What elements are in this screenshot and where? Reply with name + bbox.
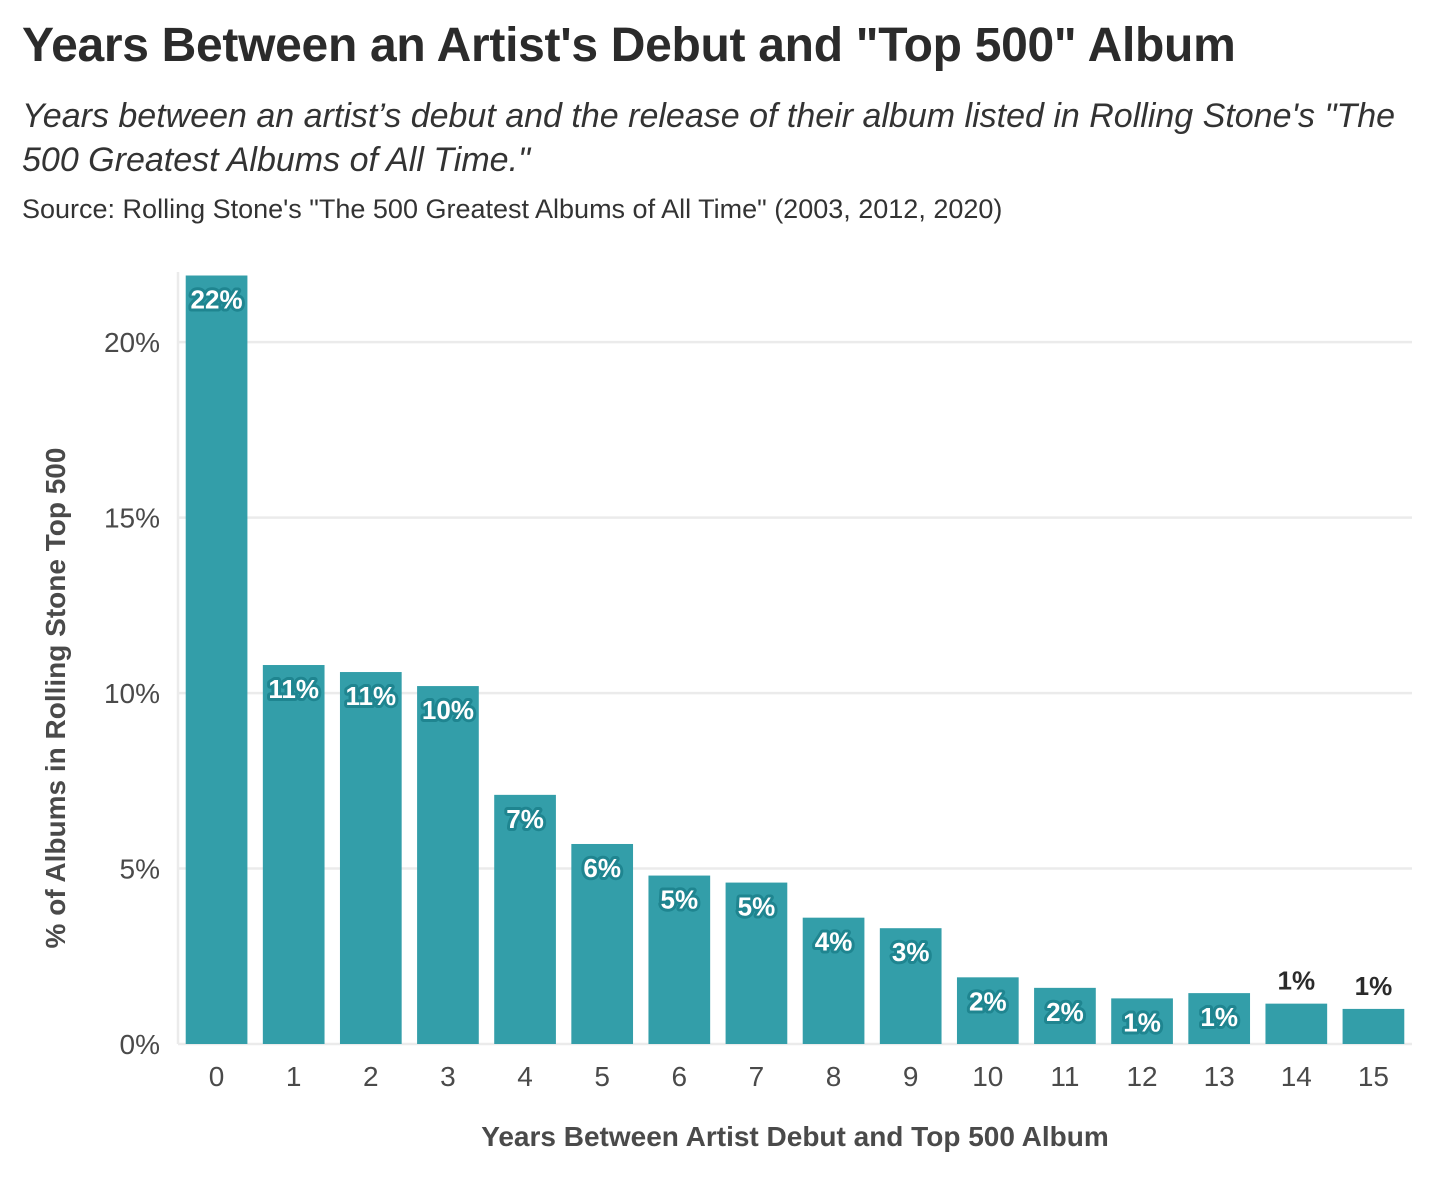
x-tick-label: 11	[1050, 1061, 1079, 1092]
x-tick-label: 7	[749, 1061, 765, 1092]
x-tick-label: 8	[826, 1061, 842, 1092]
chart-subtitle: Years between an artist’s debut and the …	[22, 97, 1396, 179]
data-label: 1%	[1278, 966, 1316, 996]
x-tick-label: 12	[1126, 1061, 1157, 1092]
x-tick-label: 2	[363, 1061, 379, 1092]
x-tick-label: 6	[672, 1061, 688, 1092]
y-tick-label: 10%	[104, 678, 160, 709]
data-labels: 22% 11% 11% 10% 7% 6% 5% 5% 4% 3% 2% 2% 1% 1% 1% 1%	[188, 282, 1393, 1041]
y-tick-label: 20%	[104, 327, 160, 358]
y-tick-label: 15%	[104, 503, 160, 534]
chart-source: Source: Rolling Stone's "The 500 Greates…	[22, 194, 1003, 224]
data-label: 11%	[346, 681, 397, 711]
x-tick-label: 1	[286, 1061, 302, 1092]
data-label: 1%	[1355, 971, 1393, 1001]
data-label: 6%	[583, 853, 621, 883]
data-label: 7%	[506, 804, 544, 834]
data-label: 1%	[1123, 1007, 1161, 1037]
bar	[571, 843, 634, 1044]
bar	[1188, 993, 1251, 1044]
data-label: 1%	[1200, 1002, 1238, 1032]
bar	[1265, 1003, 1328, 1044]
bar	[725, 882, 788, 1044]
x-tick-label: 13	[1204, 1061, 1235, 1092]
x-tick-label: 4	[517, 1061, 533, 1092]
bar	[879, 928, 942, 1044]
data-label: 2%	[969, 986, 1007, 1016]
data-label: 5%	[661, 885, 699, 915]
x-tick-label: 15	[1358, 1061, 1389, 1092]
x-axis-title: Years Between Artist Debut and Top 500 A…	[481, 1121, 1109, 1152]
bar	[956, 977, 1019, 1044]
bar	[494, 794, 556, 1044]
x-tick-label: 3	[440, 1061, 456, 1092]
bar	[339, 672, 402, 1044]
y-tick-label: 5%	[120, 854, 160, 885]
bar	[1034, 987, 1096, 1044]
data-label: 5%	[738, 892, 776, 922]
bar	[802, 917, 865, 1044]
bar	[262, 665, 325, 1044]
data-label: 4%	[815, 927, 853, 957]
y-axis-ticks: 0% 5% 10% 15% 20%	[104, 327, 160, 1060]
bar	[1342, 1008, 1405, 1044]
x-tick-label: 10	[972, 1061, 1003, 1092]
bar	[417, 686, 479, 1044]
bar	[185, 275, 248, 1044]
bars	[185, 275, 1405, 1044]
x-tick-label: 5	[594, 1061, 610, 1092]
data-label: 10%	[422, 695, 474, 725]
chart-title: Years Between an Artist's Debut and "Top…	[22, 19, 1236, 72]
y-tick-label: 0%	[120, 1029, 160, 1060]
data-label: 11%	[268, 674, 319, 704]
x-tick-label: 14	[1281, 1061, 1312, 1092]
bar	[1111, 998, 1173, 1044]
x-axis-ticks: 0 1 2 3 4 5 6 7 8 9 10 11 12 13 14 15	[209, 1061, 1389, 1092]
y-axis-title: % of Albums in Rolling Stone Top 500	[40, 448, 71, 949]
bar	[648, 875, 711, 1044]
data-label: 22%	[191, 285, 243, 315]
x-tick-label: 9	[903, 1061, 919, 1092]
x-tick-label: 0	[209, 1061, 225, 1092]
data-label: 3%	[892, 937, 930, 967]
data-label: 2%	[1046, 997, 1084, 1027]
